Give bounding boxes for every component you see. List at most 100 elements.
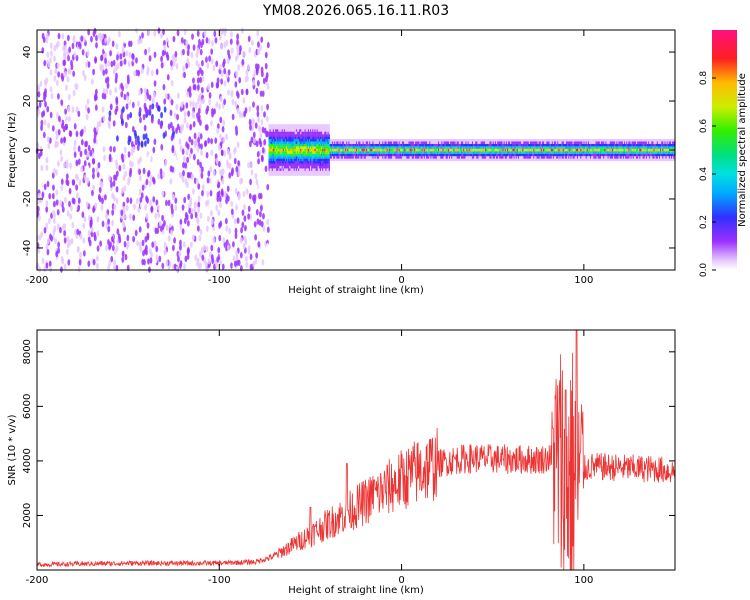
heatmap-cell	[278, 129, 280, 132]
heatmap-cell	[281, 170, 283, 174]
heatmap-cell	[579, 156, 581, 159]
heatmap-cell	[313, 138, 315, 142]
heatmap-cell	[459, 141, 462, 144]
heatmap-cell	[535, 138, 537, 142]
heatmap-cell	[451, 148, 453, 152]
heatmap-cell	[486, 146, 488, 149]
heatmap-cell	[502, 141, 504, 144]
heatmap-cell	[447, 143, 450, 147]
heatmap-cell	[322, 141, 324, 144]
heatmap-cell	[483, 138, 486, 142]
heatmap-cell	[592, 151, 594, 154]
heatmap-cell	[173, 112, 177, 119]
heatmap-cell	[325, 168, 327, 171]
heatmap-cell	[278, 143, 280, 147]
heatmap-cell	[291, 134, 293, 137]
heatmap-cell	[383, 143, 385, 147]
heatmap-cell	[122, 205, 126, 213]
heatmap-cell	[325, 156, 327, 159]
heatmap-cell	[64, 108, 68, 115]
heatmap-cell	[595, 141, 597, 144]
heatmap-cell	[268, 146, 270, 149]
heatmap-cell	[236, 33, 240, 40]
heatmap-cell	[308, 148, 311, 152]
heatmap-cell	[87, 144, 91, 152]
heatmap-cell	[221, 263, 225, 270]
heatmap-cell	[479, 158, 481, 162]
heatmap-cell	[277, 156, 279, 159]
heatmap-cell	[340, 156, 342, 159]
heatmap-cell	[299, 173, 301, 176]
heatmap-cell	[282, 131, 285, 135]
heatmap-cell	[357, 148, 359, 152]
heatmap-cell	[148, 248, 152, 255]
heatmap-cell	[560, 153, 562, 157]
heatmap-cell	[597, 151, 600, 154]
heatmap-cell	[103, 154, 107, 161]
heatmap-cell	[515, 153, 517, 157]
heatmap-cell	[479, 146, 481, 149]
heatmap-cell	[242, 50, 246, 58]
heatmap-cell	[366, 141, 369, 144]
heatmap-cell	[513, 158, 515, 162]
heatmap-cell	[256, 30, 260, 37]
heatmap-cell	[383, 148, 385, 152]
heatmap-cell	[536, 143, 538, 147]
heatmap-cell	[405, 153, 407, 157]
heatmap-cell	[366, 158, 369, 162]
heatmap-cell	[60, 99, 64, 106]
heatmap-cell	[548, 143, 550, 147]
heatmap-cell	[547, 148, 549, 152]
heatmap-cell	[294, 151, 297, 154]
heatmap-cell	[440, 146, 442, 149]
heatmap-cell	[298, 170, 300, 174]
heatmap-cell	[169, 178, 173, 185]
heatmap-cell	[479, 153, 481, 157]
heatmap-cell	[494, 151, 497, 154]
heatmap-cell	[384, 153, 386, 157]
heatmap-cell	[271, 168, 274, 171]
heatmap-cell	[448, 146, 451, 149]
heatmap-cell	[365, 148, 368, 152]
heatmap-cell	[583, 148, 585, 152]
heatmap-cell	[72, 36, 76, 44]
heatmap-cell	[505, 143, 508, 147]
heatmap-cell	[603, 148, 605, 152]
heatmap-cell	[363, 138, 365, 142]
heatmap-cell	[321, 148, 323, 152]
heatmap-cell	[287, 165, 289, 169]
heatmap-cell	[160, 111, 163, 119]
heatmap-cell	[562, 146, 565, 149]
heatmap-cell	[348, 156, 350, 159]
heatmap-cell	[417, 148, 419, 152]
heatmap-cell	[66, 76, 70, 83]
heatmap-cell	[279, 131, 281, 135]
heatmap-cell	[538, 141, 540, 144]
heatmap-cell	[575, 138, 578, 142]
heatmap-cell	[489, 141, 491, 144]
heatmap-cell	[276, 156, 278, 159]
heatmap-cell	[271, 163, 274, 166]
heatmap-cell	[436, 141, 439, 144]
heatmap-cell	[505, 156, 508, 159]
heatmap-cell	[515, 156, 517, 159]
heatmap-cell	[610, 156, 613, 159]
heatmap-cell	[516, 146, 519, 149]
heatmap-cell	[322, 153, 324, 157]
heatmap-cell	[400, 143, 403, 147]
heatmap-cell	[299, 134, 301, 137]
heatmap-cell	[296, 158, 299, 162]
heatmap-cell	[373, 158, 375, 162]
heatmap-cell	[314, 146, 316, 149]
heatmap-cell	[68, 200, 71, 208]
heatmap-cell	[440, 148, 442, 152]
heatmap-cell	[119, 53, 123, 60]
heatmap-cell	[408, 153, 410, 157]
heatmap-cell	[338, 153, 340, 157]
heatmap-cell	[602, 156, 604, 159]
heatmap-cell	[603, 143, 605, 147]
heatmap-cell	[273, 129, 276, 132]
heatmap-cell	[257, 241, 261, 248]
heatmap-cell	[404, 151, 406, 154]
heatmap-cell	[284, 141, 287, 144]
